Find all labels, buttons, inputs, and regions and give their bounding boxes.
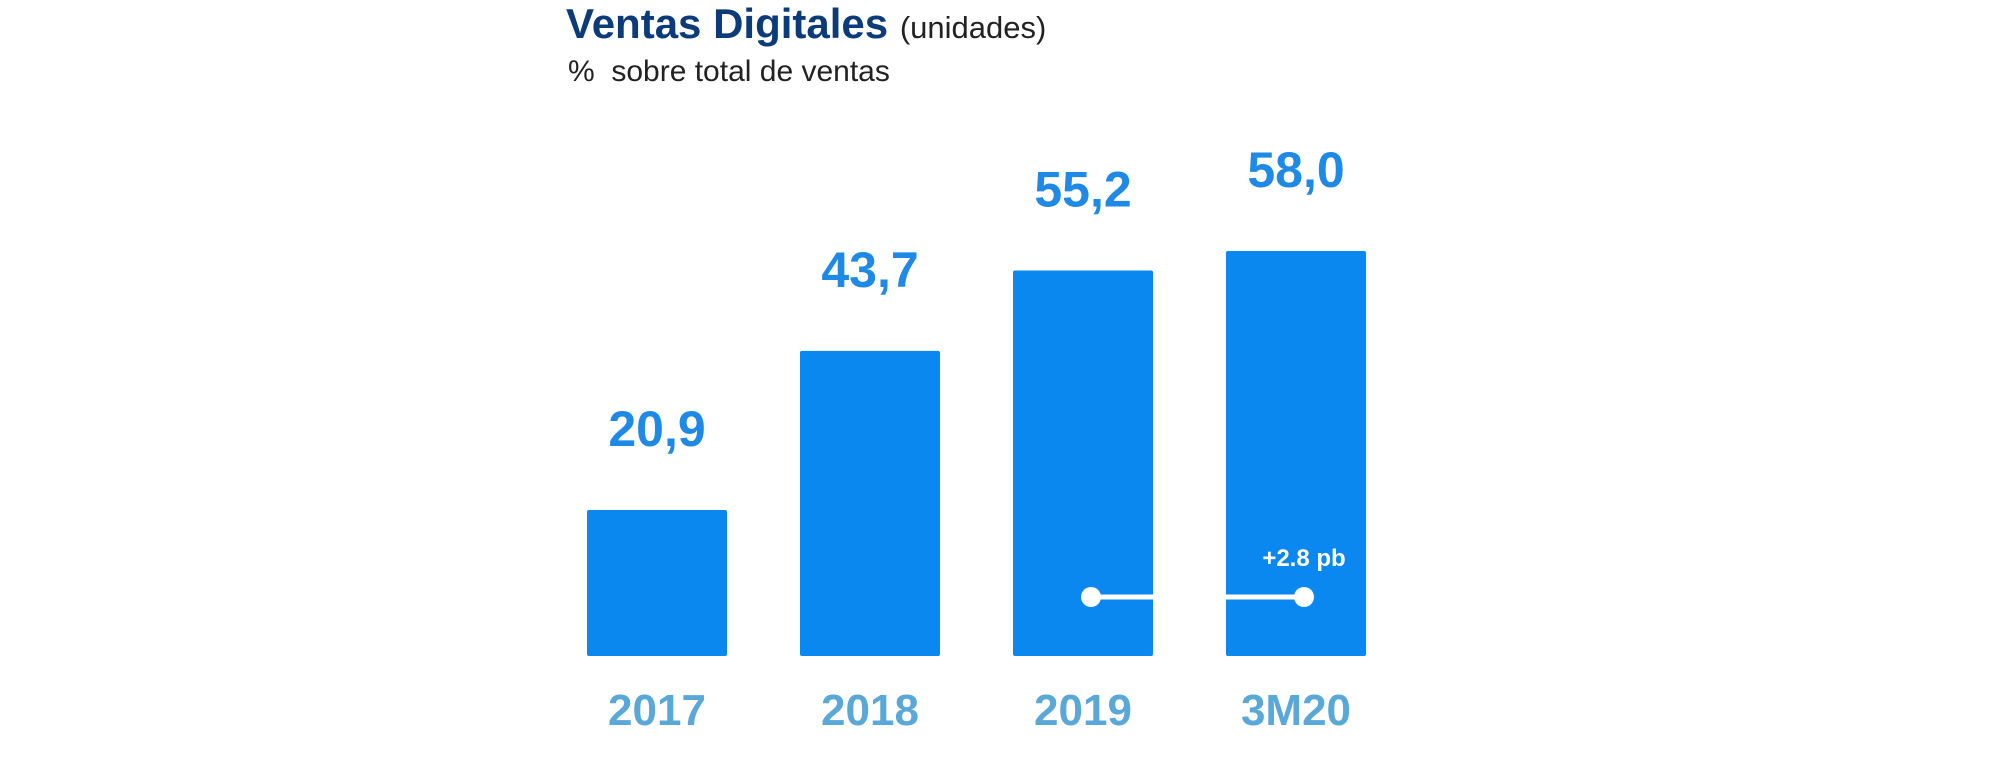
value-label-3M20: 58,0: [1247, 142, 1344, 198]
annotation-label: +2.8 pb: [1262, 545, 1345, 572]
value-label-2019: 55,2: [1034, 162, 1131, 218]
bar-2017: [587, 510, 727, 656]
annotation-dot-start: [1081, 587, 1101, 607]
category-label-3M20: 3M20: [1241, 686, 1351, 735]
chart-subtitle: % sobre total de ventas: [568, 55, 890, 88]
annotation-dot-end: [1294, 587, 1314, 607]
value-label-2017: 20,9: [608, 401, 705, 457]
chart-title: Ventas Digitales (unidades): [566, 0, 1046, 48]
bar-2019: [1013, 270, 1153, 656]
bar-2018: [800, 350, 940, 656]
bar-3M20: [1226, 251, 1366, 656]
chart-title-unit: (unidades): [899, 10, 1047, 45]
chart-title-text: Ventas Digitales: [566, 0, 889, 47]
category-label-2019: 2019: [1034, 686, 1132, 735]
category-label-2017: 2017: [608, 686, 706, 735]
value-label-2018: 43,7: [821, 242, 918, 298]
category-label-2018: 2018: [821, 686, 919, 735]
